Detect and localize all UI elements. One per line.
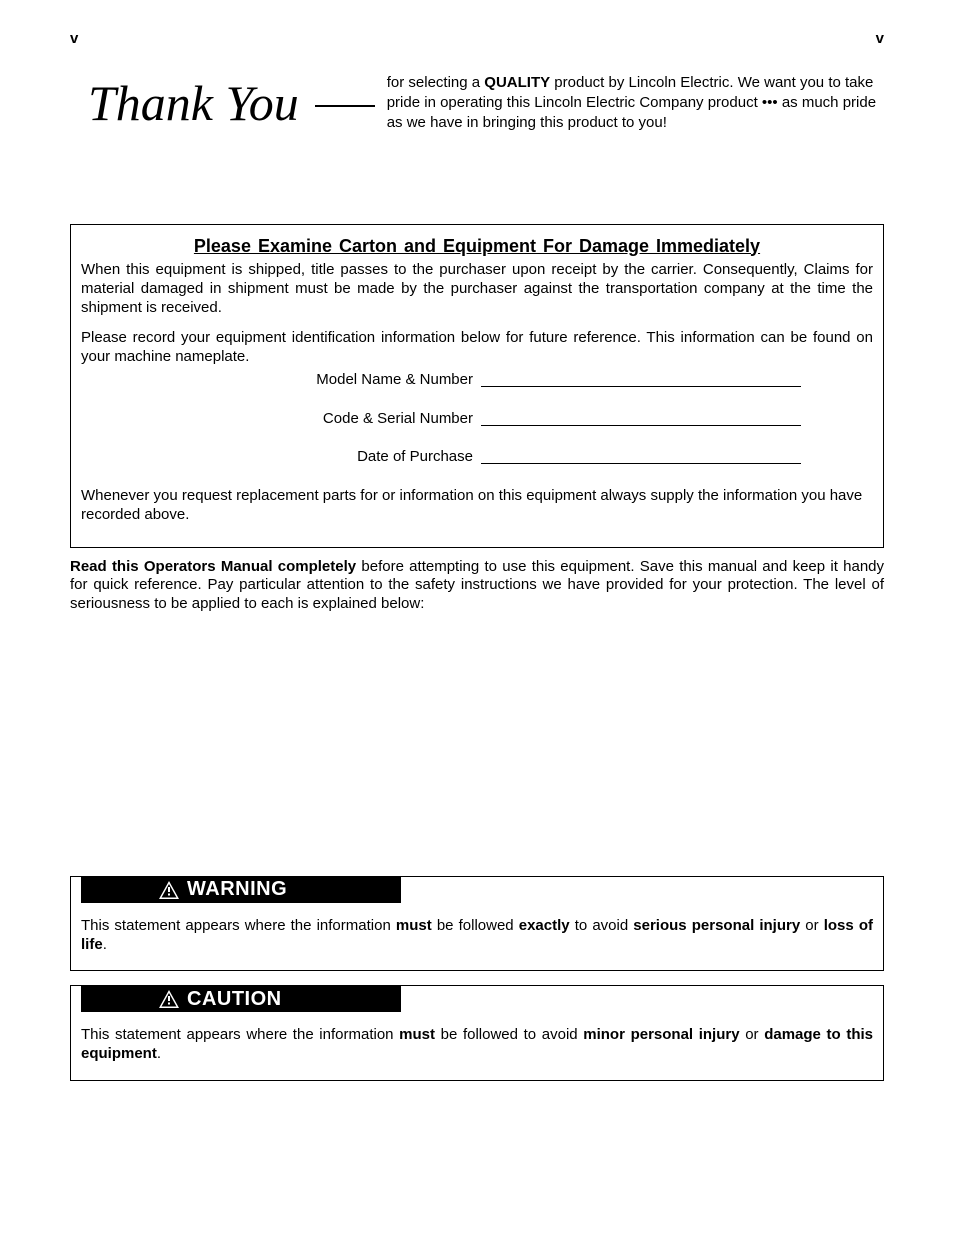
thank-you-rule	[315, 105, 375, 107]
w-b2: exactly	[519, 917, 570, 934]
warning-bar: WARNING	[81, 877, 401, 903]
field-line-date[interactable]	[481, 450, 801, 464]
ty-bold-quality: QUALITY	[484, 74, 550, 91]
warning-box: WARNING This statement appears where the…	[70, 876, 884, 972]
w-t4: or	[800, 917, 824, 934]
field-label-code: Code & Serial Number	[81, 410, 481, 429]
read-manual-bold: Read this Operators Manual completely	[70, 558, 356, 575]
warning-label: WARNING	[187, 877, 287, 902]
examine-para-1: When this equipment is shipped, title pa…	[81, 261, 873, 317]
field-row-date: Date of Purchase	[81, 448, 873, 467]
examine-para-3: Whenever you request replacement parts f…	[81, 487, 873, 525]
caution-text: This statement appears where the informa…	[81, 1026, 873, 1064]
thank-you-header: Thank You for selecting a QUALITY produc…	[70, 73, 884, 134]
page-marker-right: v	[876, 30, 884, 49]
w-t3: to avoid	[570, 917, 634, 934]
field-label-model: Model Name & Number	[81, 371, 481, 390]
ty-text-1: for selecting a	[387, 74, 485, 91]
caution-box: CAUTION This statement appears where the…	[70, 985, 884, 1081]
c-t2: be followed to avoid	[435, 1026, 583, 1043]
w-b3: serious personal injury	[633, 917, 800, 934]
warning-triangle-icon	[159, 881, 179, 899]
c-b2: minor personal injury	[583, 1026, 739, 1043]
field-line-model[interactable]	[481, 373, 801, 387]
page-markers: v v	[70, 30, 884, 49]
c-t4: .	[157, 1045, 161, 1062]
field-label-date: Date of Purchase	[81, 448, 481, 467]
field-row-model: Model Name & Number	[81, 371, 873, 390]
examine-para-2: Please record your equipment identificat…	[81, 329, 873, 367]
thank-you-text: for selecting a QUALITY product by Linco…	[387, 73, 884, 134]
caution-label: CAUTION	[187, 987, 282, 1012]
w-t5: .	[103, 936, 107, 953]
c-t1: This statement appears where the informa…	[81, 1026, 399, 1043]
page-marker-left: v	[70, 30, 78, 49]
warning-text: This statement appears where the informa…	[81, 917, 873, 955]
field-row-code: Code & Serial Number	[81, 410, 873, 429]
w-t2: be followed	[432, 917, 519, 934]
field-line-code[interactable]	[481, 412, 801, 426]
read-manual-paragraph: Read this Operators Manual completely be…	[70, 558, 884, 614]
caution-triangle-icon	[159, 990, 179, 1008]
caution-bar: CAUTION	[81, 986, 401, 1012]
c-t3: or	[740, 1026, 765, 1043]
thank-you-script: Thank You	[70, 78, 299, 128]
blank-spacer	[70, 614, 884, 876]
w-b1: must	[396, 917, 432, 934]
w-t1: This statement appears where the informa…	[81, 917, 396, 934]
examine-box: Please Examine Carton and Equipment For …	[70, 224, 884, 548]
c-b1: must	[399, 1026, 435, 1043]
examine-title: Please Examine Carton and Equipment For …	[81, 235, 873, 258]
